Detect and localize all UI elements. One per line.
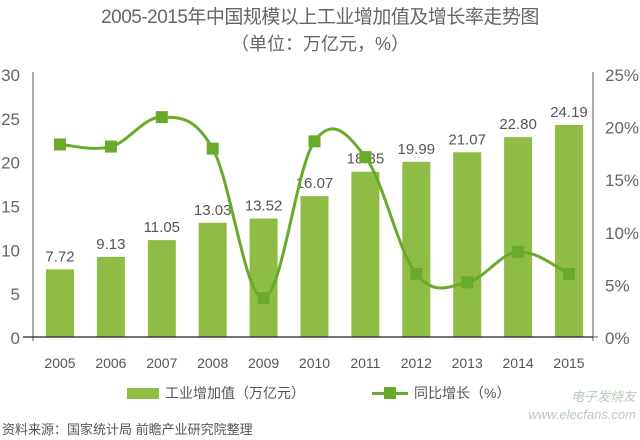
bar [96, 256, 125, 337]
x-tick-label: 2015 [553, 355, 584, 371]
line-marker [410, 267, 423, 280]
x-tick-label: 2013 [452, 355, 483, 371]
legend-bar-label: 工业增加值（万亿元） [165, 385, 305, 401]
source-note: 资料来源：国家统计局 前瞻产业研究院整理 [2, 422, 253, 437]
bar [300, 196, 329, 337]
legend-item-bar: 工业增加值（万亿元） [127, 383, 305, 403]
left-y-axis: 0 5 10 15 20 25 30 [1, 66, 34, 348]
x-tick-label: 2012 [401, 355, 432, 371]
bar [402, 161, 431, 337]
bar-series [46, 124, 583, 338]
x-tick-label: 2009 [248, 355, 279, 371]
x-tick-label: 2011 [350, 355, 380, 371]
chart-subtitle: （单位：万亿元，%） [230, 34, 409, 54]
x-tick-label: 2010 [299, 355, 330, 371]
bar-value-labels: 7.729.1311.0513.0313.5216.0718.8519.9921… [45, 104, 587, 265]
line-marker [359, 151, 372, 164]
bar-value-label: 19.99 [398, 141, 436, 158]
line-marker [563, 267, 575, 280]
right-tick-label: 15% [605, 171, 639, 190]
line-marker [206, 142, 219, 155]
line-marker [104, 140, 117, 153]
bar [198, 222, 227, 337]
right-tick-label: 0% [605, 329, 630, 348]
line-marker [461, 276, 474, 289]
line-marker [257, 292, 270, 305]
left-tick-label: 30 [1, 66, 20, 85]
x-axis: 2005 2006 2007 2008 2009 2010 2011 2012 2013 2014… [23, 336, 593, 371]
left-tick-label: 0 [11, 329, 20, 348]
bar-value-label: 9.13 [96, 236, 125, 253]
chart-title: 2005-2015年中国规模以上工业增加值及增长率走势图 [101, 7, 539, 28]
bar [46, 269, 74, 337]
bar-value-label: 22.80 [499, 116, 537, 133]
legend: 工业增加值（万亿元） 同比增长（%） [0, 383, 640, 405]
x-tick-label: 2005 [44, 355, 75, 371]
bar [249, 218, 278, 337]
right-y-axis: 0% 5% 10% 15% 20% 25% [592, 66, 639, 348]
right-tick-label: 10% [605, 224, 639, 243]
line-marker [54, 138, 66, 151]
left-tick-label: 20 [1, 154, 20, 173]
legend-bar-swatch-icon [127, 387, 159, 399]
bar [555, 124, 583, 338]
bar-value-label: 11.05 [144, 219, 180, 236]
right-tick-label: 25% [605, 66, 639, 85]
bar-value-label: 13.03 [194, 202, 232, 219]
watermark: 电子发烧友 www.elecfans.com [528, 388, 636, 424]
bar [351, 171, 380, 337]
bar-value-label: 24.19 [550, 104, 588, 121]
bar-value-label: 21.07 [448, 131, 486, 148]
bar [453, 152, 482, 337]
legend-line-marker-icon [372, 387, 408, 399]
x-tick-label: 2008 [197, 355, 228, 371]
left-tick-label: 15 [1, 198, 20, 217]
left-tick-label: 5 [11, 285, 20, 304]
x-tick-label: 2007 [146, 355, 177, 371]
bar [147, 240, 176, 337]
watermark-brand: 电子发烧友 [570, 389, 636, 404]
legend-line-label: 同比增长（%） [414, 385, 511, 401]
legend-item-line: 同比增长（%） [372, 383, 510, 403]
right-tick-label: 20% [605, 119, 639, 138]
line-marker [512, 245, 525, 258]
left-tick-label: 10 [1, 241, 20, 260]
left-tick-label: 25 [1, 110, 20, 129]
line-marker [155, 111, 168, 124]
x-tick-label: 2014 [503, 355, 534, 371]
right-tick-label: 5% [605, 276, 630, 295]
watermark-url: www.elecfans.com [528, 407, 636, 422]
x-tick-label: 2006 [95, 355, 126, 371]
bar-value-label: 7.72 [45, 248, 74, 265]
bar [504, 137, 533, 337]
growth-line-series [54, 111, 575, 305]
bar-value-label: 13.52 [245, 197, 283, 214]
bar-value-label: 16.07 [296, 175, 334, 192]
line-marker [308, 135, 321, 148]
